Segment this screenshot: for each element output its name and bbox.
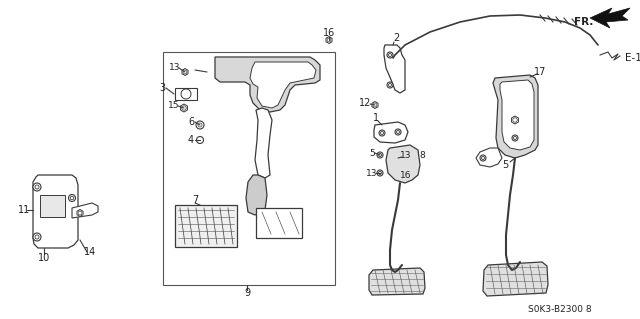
Text: 13: 13	[169, 63, 180, 72]
Circle shape	[181, 89, 191, 99]
Text: 17: 17	[534, 67, 546, 77]
Polygon shape	[250, 62, 316, 108]
Polygon shape	[500, 80, 534, 150]
Circle shape	[379, 130, 385, 136]
Polygon shape	[255, 108, 272, 178]
Bar	[40, 195, 65, 217]
Polygon shape	[369, 268, 425, 295]
Polygon shape	[384, 45, 405, 93]
Circle shape	[196, 137, 204, 144]
Polygon shape	[590, 8, 630, 28]
Text: 4: 4	[188, 135, 194, 145]
Text: 3: 3	[159, 83, 165, 93]
Polygon shape	[215, 57, 320, 112]
Text: E-1: E-1	[625, 53, 640, 63]
Polygon shape	[395, 172, 401, 179]
Circle shape	[377, 170, 383, 176]
Polygon shape	[77, 210, 83, 217]
Text: 11: 11	[18, 205, 30, 215]
Polygon shape	[511, 116, 518, 124]
Text: FR.: FR.	[573, 17, 593, 27]
Text: 9: 9	[244, 288, 250, 298]
Circle shape	[512, 135, 518, 141]
Circle shape	[387, 52, 393, 58]
Polygon shape	[180, 104, 188, 112]
Text: 13: 13	[366, 168, 378, 177]
Circle shape	[196, 121, 204, 129]
Polygon shape	[372, 101, 378, 108]
Bar	[175, 205, 237, 247]
Polygon shape	[386, 145, 420, 183]
Circle shape	[395, 129, 401, 135]
Text: 12: 12	[359, 98, 371, 108]
Text: 13: 13	[400, 152, 412, 160]
Polygon shape	[493, 75, 538, 158]
Polygon shape	[246, 175, 267, 215]
Bar	[175, 88, 197, 100]
Bar	[163, 52, 335, 285]
Text: 15: 15	[168, 101, 180, 110]
Polygon shape	[33, 175, 78, 248]
Polygon shape	[476, 148, 502, 167]
Polygon shape	[326, 36, 332, 43]
Circle shape	[68, 195, 76, 202]
Circle shape	[377, 152, 383, 158]
Bar	[256, 208, 302, 238]
Circle shape	[387, 82, 393, 88]
Polygon shape	[72, 203, 98, 218]
Text: 8: 8	[419, 152, 425, 160]
Text: 5: 5	[369, 149, 375, 158]
Circle shape	[412, 155, 418, 161]
Text: 7: 7	[192, 195, 198, 205]
Text: 16: 16	[400, 170, 412, 180]
Text: 5: 5	[502, 160, 508, 170]
Circle shape	[33, 233, 41, 241]
Circle shape	[480, 155, 486, 161]
Polygon shape	[182, 69, 188, 76]
Polygon shape	[483, 262, 548, 296]
Polygon shape	[374, 122, 408, 143]
Text: 14: 14	[84, 247, 96, 257]
Text: 1: 1	[373, 113, 379, 123]
Text: 6: 6	[188, 117, 194, 127]
Circle shape	[395, 155, 401, 161]
Circle shape	[33, 183, 41, 191]
Text: S0K3-B2300 8: S0K3-B2300 8	[528, 306, 592, 315]
Text: 10: 10	[38, 253, 50, 263]
Text: 2: 2	[393, 33, 399, 43]
Text: 16: 16	[323, 28, 335, 38]
